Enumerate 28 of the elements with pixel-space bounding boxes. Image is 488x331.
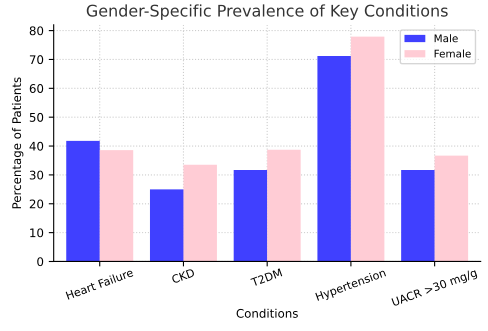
y-axis-title: Percentage of Patients xyxy=(12,77,24,208)
y-tick-label: 50 xyxy=(30,112,44,122)
y-tick-label: 20 xyxy=(30,199,44,208)
bar xyxy=(267,150,301,262)
legend-label: Female xyxy=(434,49,471,58)
bar xyxy=(401,170,435,262)
y-tick-label: 40 xyxy=(30,142,44,151)
x-axis-title: Conditions xyxy=(236,308,298,318)
y-tick-label: 30 xyxy=(30,170,44,180)
x-tick-label: UACR >30 mg/g xyxy=(391,268,478,308)
bar xyxy=(234,170,268,262)
bar xyxy=(66,140,100,262)
bar xyxy=(150,189,184,262)
bar xyxy=(317,56,351,262)
y-tick-label: 80 xyxy=(30,26,44,36)
y-tick-label: 10 xyxy=(30,228,44,238)
x-tick-label: CKD xyxy=(171,268,196,284)
y-tick-label: 70 xyxy=(30,55,44,64)
bar xyxy=(183,164,217,262)
bar xyxy=(100,150,134,262)
legend-label: Male xyxy=(434,34,458,42)
y-tick-label: 0 xyxy=(37,257,44,266)
chart-title: Gender-Specific Prevalence of Key Conditions xyxy=(86,4,448,20)
y-tick-label: 60 xyxy=(30,84,44,93)
x-tick-label: Heart Failure xyxy=(66,268,134,300)
bar xyxy=(350,36,384,262)
bar xyxy=(434,156,468,262)
x-tick-label: T2DM xyxy=(250,268,282,287)
